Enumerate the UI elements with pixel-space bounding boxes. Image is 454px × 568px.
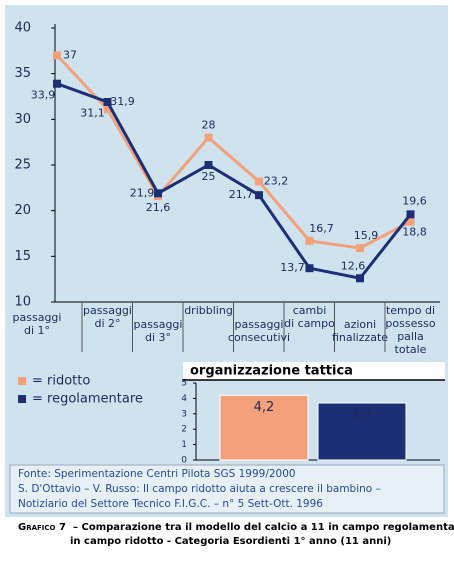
point-marker bbox=[406, 210, 415, 219]
x-tick-label: dribbling bbox=[184, 304, 233, 317]
legend-label: = regolamentare bbox=[32, 392, 143, 407]
series-line bbox=[55, 54, 412, 250]
value-label: 3,7 bbox=[352, 408, 373, 423]
source-line: S. D'Ottavio – V. Russo: Il campo ridott… bbox=[18, 483, 381, 495]
x-tick-label: passaggi di 1° bbox=[13, 311, 62, 337]
point-marker bbox=[103, 97, 112, 106]
y-tick-label: 15 bbox=[14, 249, 31, 264]
value-label: 13,7 bbox=[280, 261, 305, 274]
bar bbox=[317, 402, 407, 461]
x-tick-label: passaggi consecutivi bbox=[228, 318, 290, 344]
point-marker bbox=[356, 244, 364, 253]
x-tick-label: cambi di campo bbox=[284, 304, 335, 330]
y-tick-label: 4 bbox=[181, 394, 187, 404]
series-line bbox=[56, 82, 412, 280]
x-tick-label: passaggi di 2° bbox=[83, 304, 132, 330]
value-label: 31,1 bbox=[80, 106, 105, 119]
x-tick-label: tempo di possesso palla totale bbox=[385, 304, 435, 356]
point-marker bbox=[305, 264, 314, 273]
value-label: 18,8 bbox=[402, 226, 427, 239]
x-tick-label: azioni finalizzate bbox=[332, 318, 388, 344]
point-marker bbox=[305, 236, 314, 245]
y-tick-label: 20 bbox=[14, 203, 31, 218]
point-marker bbox=[154, 189, 162, 198]
legend-label: = ridotto bbox=[32, 374, 90, 389]
point-marker bbox=[356, 274, 364, 283]
value-label: 21,6 bbox=[146, 201, 171, 214]
point-marker bbox=[255, 177, 263, 186]
point-marker bbox=[103, 105, 112, 114]
y-tick-label: 2 bbox=[181, 425, 187, 435]
y-tick-label: 40 bbox=[14, 21, 31, 36]
inset-title: organizzazione tattica bbox=[190, 364, 353, 379]
y-tick-label: 0 bbox=[181, 456, 187, 466]
value-label: 21,7 bbox=[229, 188, 254, 201]
source-line: Notiziario del Settore Tecnico F.I.G.C. … bbox=[18, 498, 323, 510]
y-tick-label: 35 bbox=[14, 66, 31, 81]
point-marker bbox=[53, 51, 61, 60]
point-marker bbox=[53, 79, 61, 88]
caption-text: in campo ridotto - Categoria Esordienti … bbox=[70, 536, 391, 547]
y-tick-label: 3 bbox=[181, 409, 187, 419]
y-tick-label: 10 bbox=[14, 295, 31, 310]
value-label: 12,6 bbox=[341, 259, 366, 272]
bar bbox=[219, 394, 309, 461]
legend-swatch bbox=[18, 395, 26, 403]
value-label: 31,9 bbox=[110, 95, 135, 108]
point-marker bbox=[255, 191, 263, 200]
source-line: Fonte: Sperimentazione Centri Pilota SGS… bbox=[18, 468, 296, 480]
legend-swatch bbox=[18, 377, 26, 385]
value-label: 25 bbox=[202, 170, 216, 183]
point-marker bbox=[204, 161, 213, 169]
y-tick-label: 25 bbox=[14, 158, 31, 173]
value-label: 4,2 bbox=[254, 400, 275, 415]
value-label: 37 bbox=[63, 48, 77, 61]
source-box bbox=[9, 464, 445, 514]
caption-text: – Comparazione tra il modello del calcio… bbox=[73, 522, 454, 533]
point-marker bbox=[406, 217, 415, 226]
inset-title-box bbox=[183, 362, 445, 380]
value-label: 19,6 bbox=[402, 194, 427, 207]
point-marker bbox=[204, 133, 213, 142]
caption-label: Grafico 7 bbox=[18, 522, 66, 533]
y-tick-label: 1 bbox=[181, 440, 187, 450]
value-label: 28 bbox=[202, 119, 216, 132]
value-label: 33,9 bbox=[31, 89, 56, 102]
value-label: 21,9 bbox=[130, 186, 155, 199]
x-tick-label: passaggi di 3° bbox=[134, 318, 183, 344]
value-label: 16,7 bbox=[309, 222, 334, 235]
value-label: 23,2 bbox=[264, 174, 289, 187]
y-tick-label: 5 bbox=[181, 379, 187, 389]
y-tick-label: 30 bbox=[14, 112, 31, 127]
value-label: 15,9 bbox=[354, 229, 379, 242]
